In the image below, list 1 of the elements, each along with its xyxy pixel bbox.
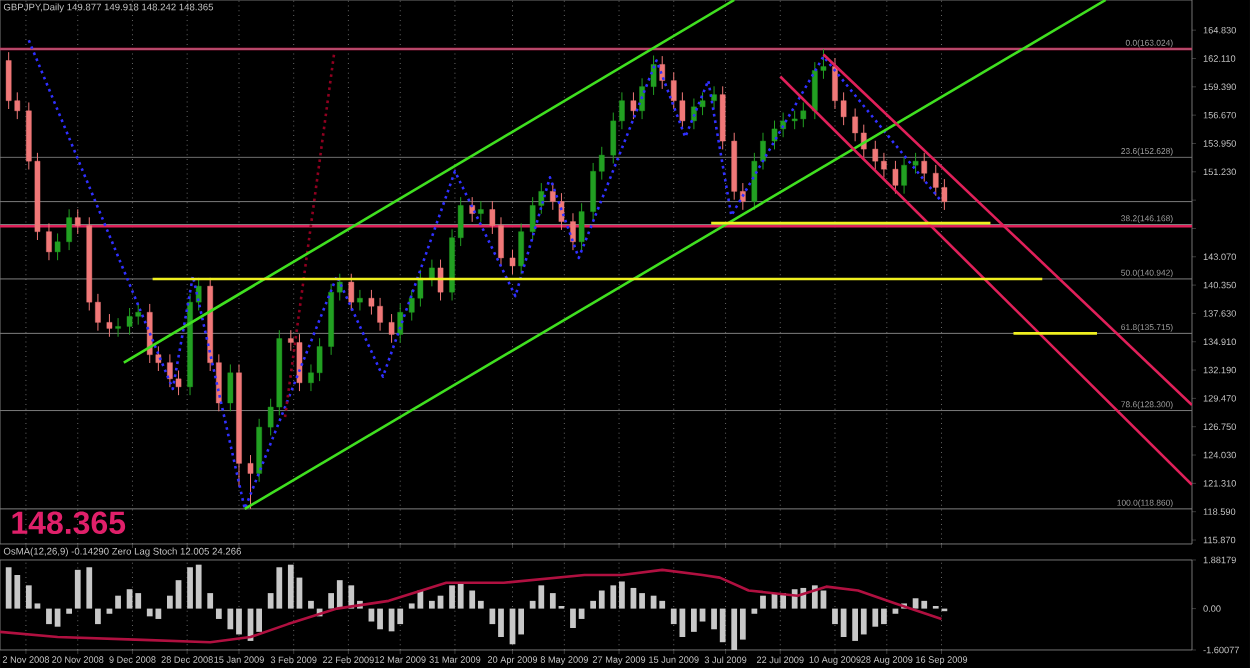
annotation: 148.365 (12, 511, 126, 535)
